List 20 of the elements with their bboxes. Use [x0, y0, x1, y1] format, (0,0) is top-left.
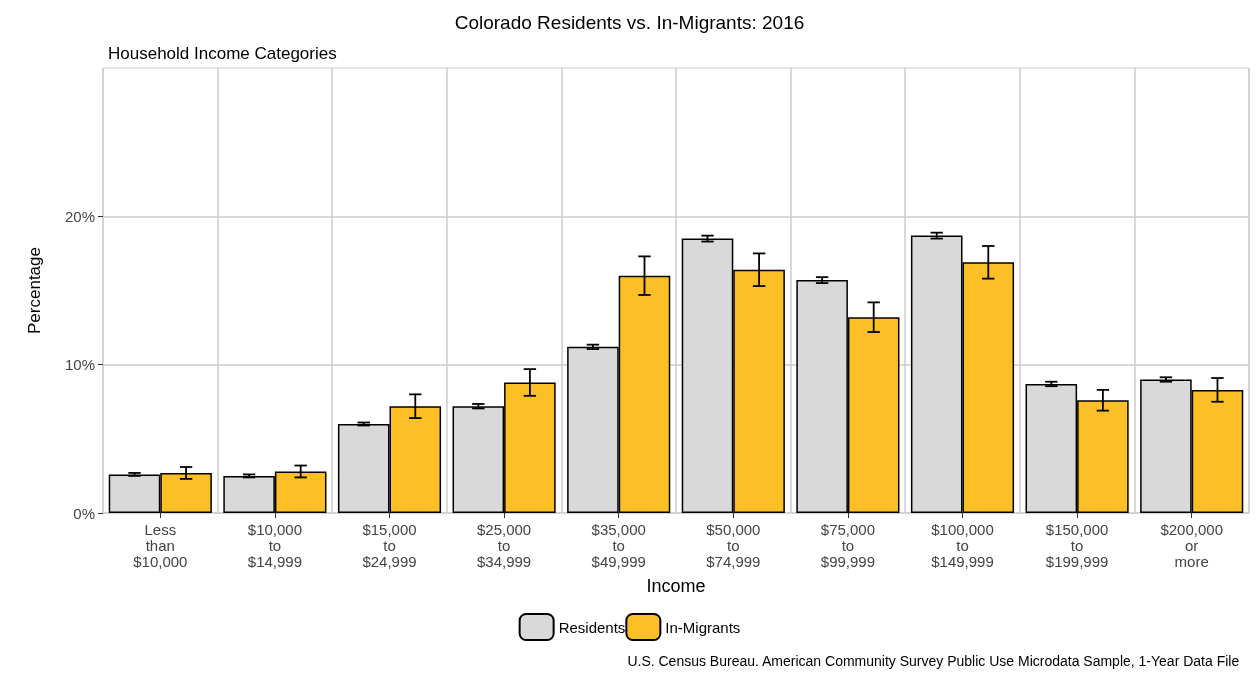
x-tick-label: $25,000 to $34,999: [476, 520, 532, 570]
x-tick-label: $150,000 to $199,999: [1045, 520, 1109, 570]
legend-label: In-Migrants: [665, 618, 741, 636]
x-tick-label: $75,000 to $99,999: [820, 520, 876, 570]
x-tick-label: $200,000 or more: [1160, 520, 1223, 570]
y-axis-title: Percentage: [25, 247, 44, 334]
x-tick-label: $50,000 to $74,999: [706, 520, 761, 570]
chart-subtitle: Household Income Categories: [108, 44, 337, 63]
x-axis-title: Income: [646, 576, 706, 596]
x-tick-label: $10,000 to $14,999: [247, 520, 303, 570]
chart-title: Colorado Residents vs. In-Migrants: 2016: [454, 12, 805, 33]
y-tick-label: 20%: [64, 207, 95, 225]
x-tick-label: $15,000 to $24,999: [362, 520, 417, 570]
x-tick-label: $100,000 to $149,999: [931, 520, 994, 570]
text: U.S. Census Bureau. American Community Survey Public Use Microdata Sample, 1-Year Data File: [627, 653, 1240, 669]
y-tick-label: 0%: [73, 504, 95, 522]
y-tick-label: 10%: [64, 356, 95, 374]
x-tick-label: $35,000 to $49,999: [591, 520, 646, 570]
legend-label: Residents: [558, 618, 626, 636]
x-tick-label: Less than $10,000: [133, 520, 188, 570]
